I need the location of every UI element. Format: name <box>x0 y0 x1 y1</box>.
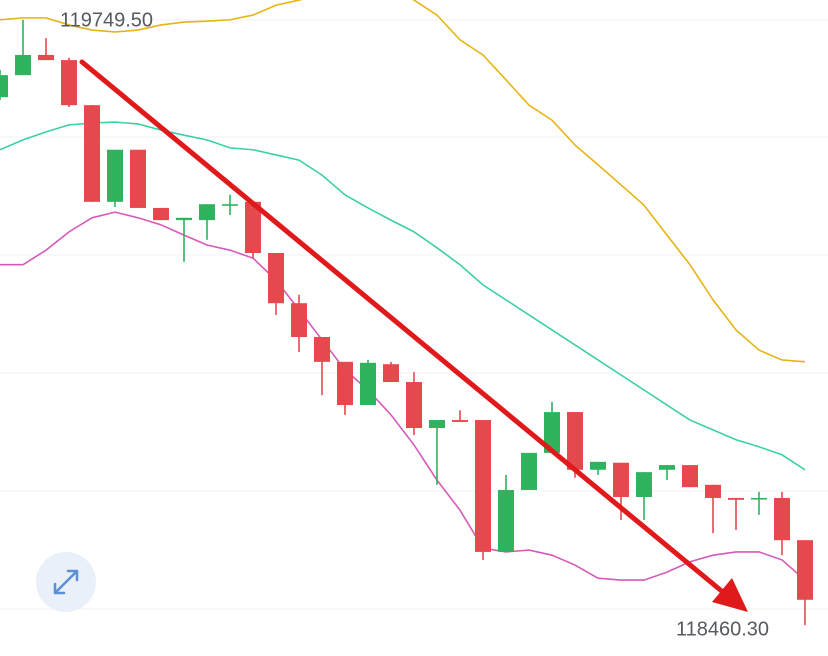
candle-body <box>544 412 560 453</box>
candle-body <box>590 461 606 470</box>
candle-body <box>475 420 491 552</box>
candle-body <box>268 252 284 304</box>
band-line <box>0 211 806 581</box>
candle-body <box>61 60 77 106</box>
candle-body <box>291 303 307 337</box>
candle-body <box>682 465 698 488</box>
high-price-label: 119749.50 <box>60 9 153 31</box>
candle-body <box>636 472 652 498</box>
candles <box>0 19 813 626</box>
grid <box>0 19 828 610</box>
band-line <box>0 121 806 471</box>
expand-button[interactable] <box>36 552 96 612</box>
candle-body <box>222 204 238 206</box>
candle-body <box>176 217 192 221</box>
bands <box>0 0 806 581</box>
candle-body <box>245 201 261 253</box>
candle-body <box>567 412 583 470</box>
candle-body <box>107 149 123 202</box>
candle-body <box>314 336 330 362</box>
candle-body <box>84 105 100 202</box>
expand-icon[interactable] <box>53 569 79 595</box>
candle-body <box>38 54 54 61</box>
candle-body <box>797 540 813 600</box>
arrow-line <box>79 59 727 596</box>
trend-arrow <box>79 59 748 612</box>
candle-body <box>705 484 721 498</box>
candle-body <box>728 497 744 500</box>
candle-body <box>774 497 790 541</box>
candle-body <box>406 382 422 429</box>
candle-body <box>153 207 169 221</box>
candle-body <box>751 497 767 500</box>
candle-body <box>498 489 514 552</box>
candle-body <box>521 452 537 490</box>
candle-body <box>452 420 468 422</box>
candle-body <box>360 362 376 406</box>
candle-body <box>659 465 675 470</box>
candle-body <box>613 462 629 498</box>
candle-body <box>337 361 353 406</box>
candle-body <box>383 364 399 383</box>
candle-body <box>130 149 146 208</box>
candle-body <box>429 420 445 429</box>
band-line <box>0 0 806 363</box>
candle-body <box>199 204 215 221</box>
low-price-label: 118460.30 <box>676 618 769 640</box>
candle-body <box>0 75 8 98</box>
candle-body <box>15 54 31 76</box>
arrow-head <box>712 578 748 612</box>
